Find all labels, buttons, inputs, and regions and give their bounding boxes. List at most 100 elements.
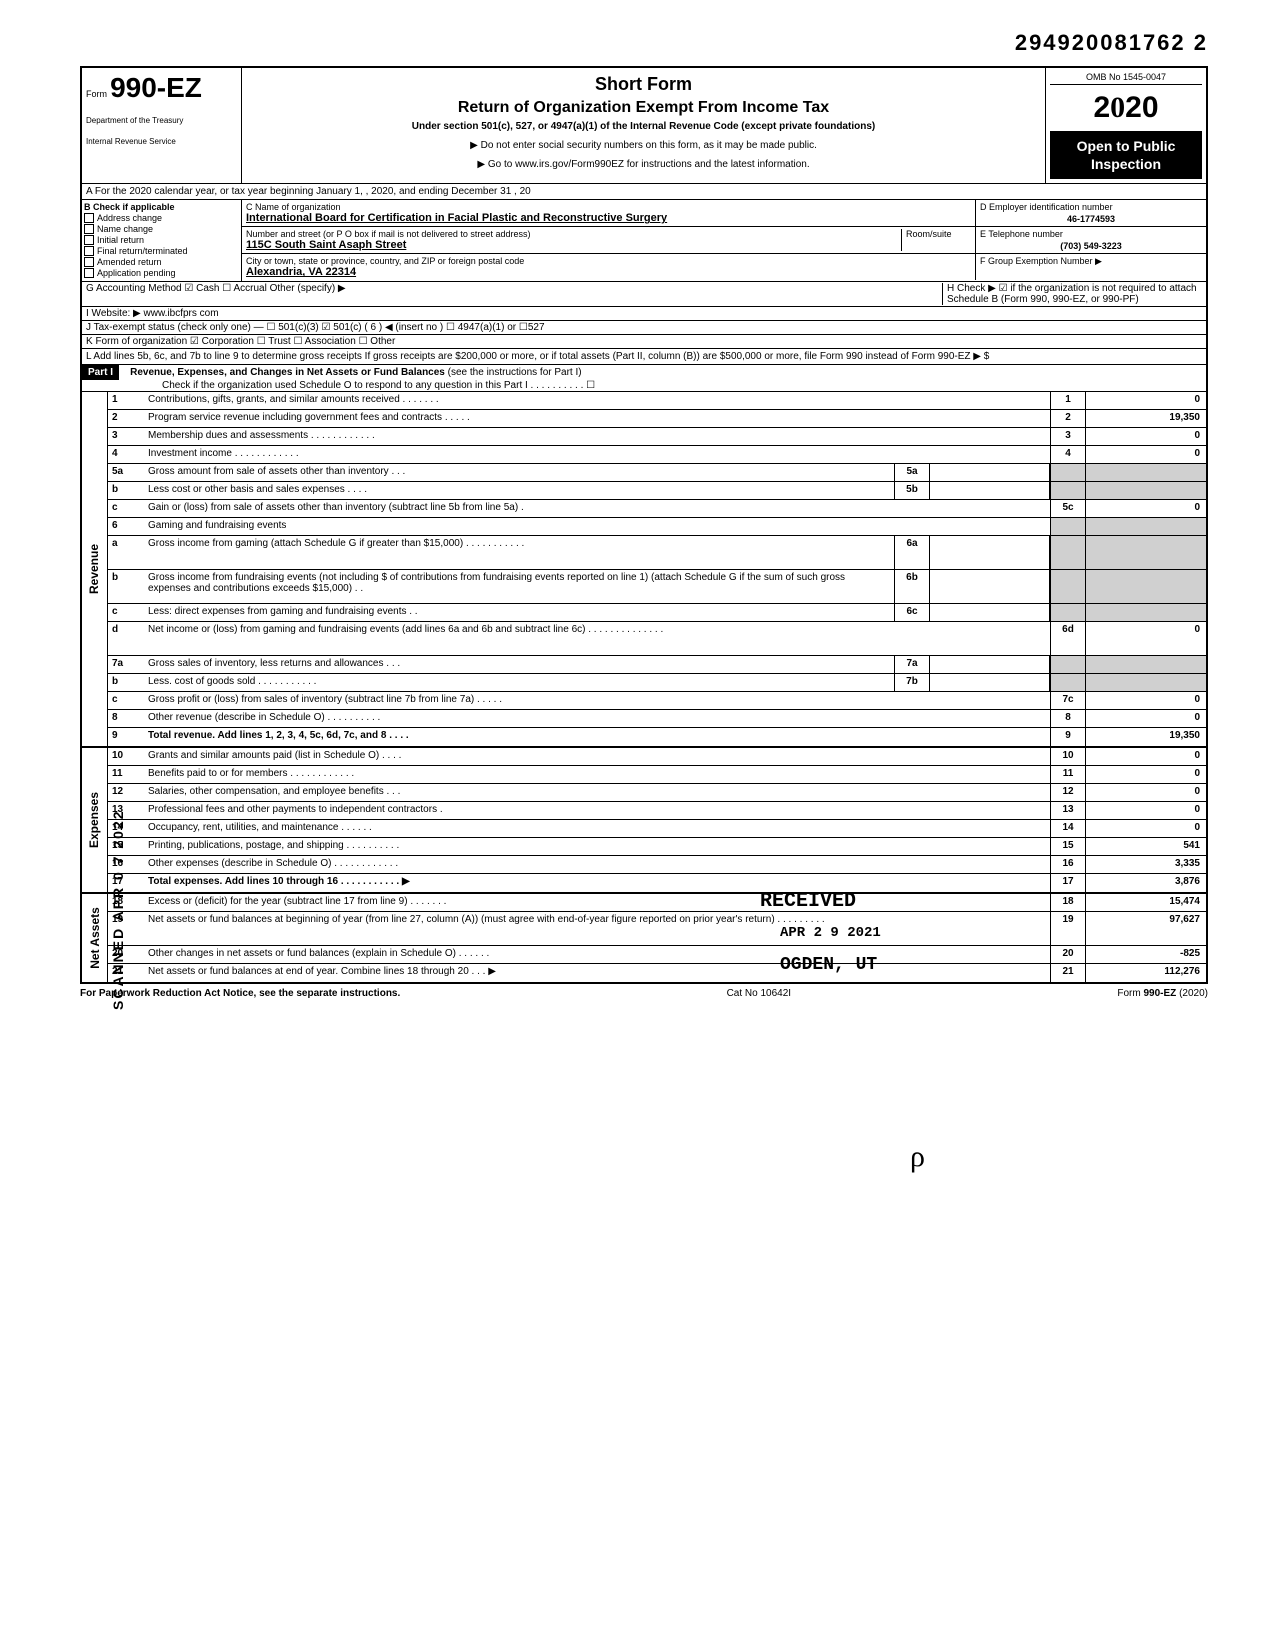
line-7a: 7aGross sales of inventory, less returns… <box>108 656 1206 674</box>
right-val: 3,876 <box>1086 874 1206 892</box>
mid-num: 7a <box>894 656 930 673</box>
col-cd: C Name of organization International Boa… <box>242 200 1206 281</box>
gray-cell <box>1050 536 1086 569</box>
right-num: 3 <box>1050 428 1086 445</box>
mid-val <box>930 656 1050 673</box>
line-num: 2 <box>108 410 144 427</box>
checkbox <box>84 224 94 234</box>
c-name: International Board for Certification in… <box>246 212 971 224</box>
line-4: 4Investment income . . . . . . . . . . .… <box>108 446 1206 464</box>
room-label: Room/suite <box>901 229 971 251</box>
row-k: K Form of organization ☑ Corporation ☐ T… <box>86 336 1202 347</box>
line-8: 8Other revenue (describe in Schedule O) … <box>108 710 1206 728</box>
line-desc: Net income or (loss) from gaming and fun… <box>144 622 1050 655</box>
line-3: 3Membership dues and assessments . . . .… <box>108 428 1206 446</box>
right-num: 12 <box>1050 784 1086 801</box>
line-desc: Investment income . . . . . . . . . . . … <box>144 446 1050 463</box>
right-val: 19,350 <box>1086 410 1206 427</box>
line-5a: 5aGross amount from sale of assets other… <box>108 464 1206 482</box>
row-h: H Check ▶ ☑ if the organization is not r… <box>942 283 1202 305</box>
line-desc: Contributions, gifts, grants, and simila… <box>144 392 1050 409</box>
check-label: Application pending <box>97 268 176 278</box>
mid-num: 6b <box>894 570 930 603</box>
side-label: Expenses <box>82 748 108 892</box>
right-val: 0 <box>1086 622 1206 655</box>
right-val: 0 <box>1086 692 1206 709</box>
check-label: Amended return <box>97 257 162 267</box>
line-12: 12Salaries, other compensation, and empl… <box>108 784 1206 802</box>
gray-cell <box>1086 536 1206 569</box>
gray-cell <box>1050 656 1086 673</box>
right-val: 0 <box>1086 820 1206 837</box>
row-j: J Tax-exempt status (check only one) — ☐… <box>86 322 1202 333</box>
checkbox <box>84 246 94 256</box>
right-val: 0 <box>1086 766 1206 783</box>
mid-val <box>930 464 1050 481</box>
line-desc: Net assets or fund balances at beginning… <box>144 912 1050 945</box>
right-num: 15 <box>1050 838 1086 855</box>
mid-num: 6a <box>894 536 930 569</box>
gray-cell <box>1050 464 1086 481</box>
side-label: Revenue <box>82 392 108 746</box>
checkbox <box>84 213 94 223</box>
line-desc: Gross income from gaming (attach Schedul… <box>144 536 894 569</box>
right-val: 0 <box>1086 446 1206 463</box>
line-num: b <box>108 570 144 603</box>
right-num: 21 <box>1050 964 1086 982</box>
e-value: (703) 549-3223 <box>980 241 1202 251</box>
mid-num: 5a <box>894 464 930 481</box>
right-val: 97,627 <box>1086 912 1206 945</box>
line-num: 1 <box>108 392 144 409</box>
mid-val <box>930 604 1050 621</box>
title-main: Short Form <box>248 74 1039 95</box>
right-num: 10 <box>1050 748 1086 765</box>
f-label: F Group Exemption Number ▶ <box>980 256 1202 267</box>
line-desc: Gross sales of inventory, less returns a… <box>144 656 894 673</box>
mid-val <box>930 570 1050 603</box>
row-l: L Add lines 5b, 6c, and 7b to line 9 to … <box>80 348 1208 364</box>
gray-cell <box>1086 464 1206 481</box>
section-revenue: Revenue1Contributions, gifts, grants, an… <box>80 392 1208 748</box>
right-val: 15,474 <box>1086 894 1206 911</box>
stamp-received: RECEIVED <box>760 890 856 913</box>
line-desc: Less: direct expenses from gaming and fu… <box>144 604 894 621</box>
right-num: 4 <box>1050 446 1086 463</box>
gray-cell <box>1050 482 1086 499</box>
row-g: G Accounting Method ☑ Cash ☐ Accrual Oth… <box>86 283 942 305</box>
gray-cell <box>1086 656 1206 673</box>
b-header: B Check if applicable <box>84 202 239 212</box>
right-num: 8 <box>1050 710 1086 727</box>
omb: OMB No 1545-0047 <box>1050 72 1202 85</box>
gray-cell <box>1050 518 1086 535</box>
line-17: 17Total expenses. Add lines 10 through 1… <box>108 874 1206 892</box>
side-label: Net Assets <box>82 894 108 982</box>
line-desc: Benefits paid to or for members . . . . … <box>144 766 1050 783</box>
line-desc: Less cost or other basis and sales expen… <box>144 482 894 499</box>
line-desc: Gross income from fundraising events (no… <box>144 570 894 603</box>
d-label: D Employer identification number <box>980 202 1202 212</box>
line-num: 10 <box>108 748 144 765</box>
line-desc: Occupancy, rent, utilities, and maintena… <box>144 820 1050 837</box>
line-desc: Other changes in net assets or fund bala… <box>144 946 1050 963</box>
right-val: 19,350 <box>1086 728 1206 746</box>
line-num: b <box>108 674 144 691</box>
right-num: 11 <box>1050 766 1086 783</box>
form-number: 990-EZ <box>110 72 202 103</box>
right-val: 0 <box>1086 748 1206 765</box>
check-item: Amended return <box>84 257 239 267</box>
check-item: Address change <box>84 213 239 223</box>
stamp-date: APR 2 9 2021 <box>780 925 881 941</box>
line-11: 11Benefits paid to or for members . . . … <box>108 766 1206 784</box>
gray-cell <box>1086 604 1206 621</box>
mid-num: 5b <box>894 482 930 499</box>
section-ghijk: G Accounting Method ☑ Cash ☐ Accrual Oth… <box>80 281 1208 348</box>
check-label: Address change <box>97 213 162 223</box>
checkbox <box>84 235 94 245</box>
line-desc: Grants and similar amounts paid (list in… <box>144 748 1050 765</box>
check-item: Final return/terminated <box>84 246 239 256</box>
e-label: E Telephone number <box>980 229 1202 239</box>
line-desc: Net assets or fund balances at end of ye… <box>144 964 1050 982</box>
year: 20202020 <box>1050 91 1202 125</box>
line-num: 11 <box>108 766 144 783</box>
right-num: 5c <box>1050 500 1086 517</box>
